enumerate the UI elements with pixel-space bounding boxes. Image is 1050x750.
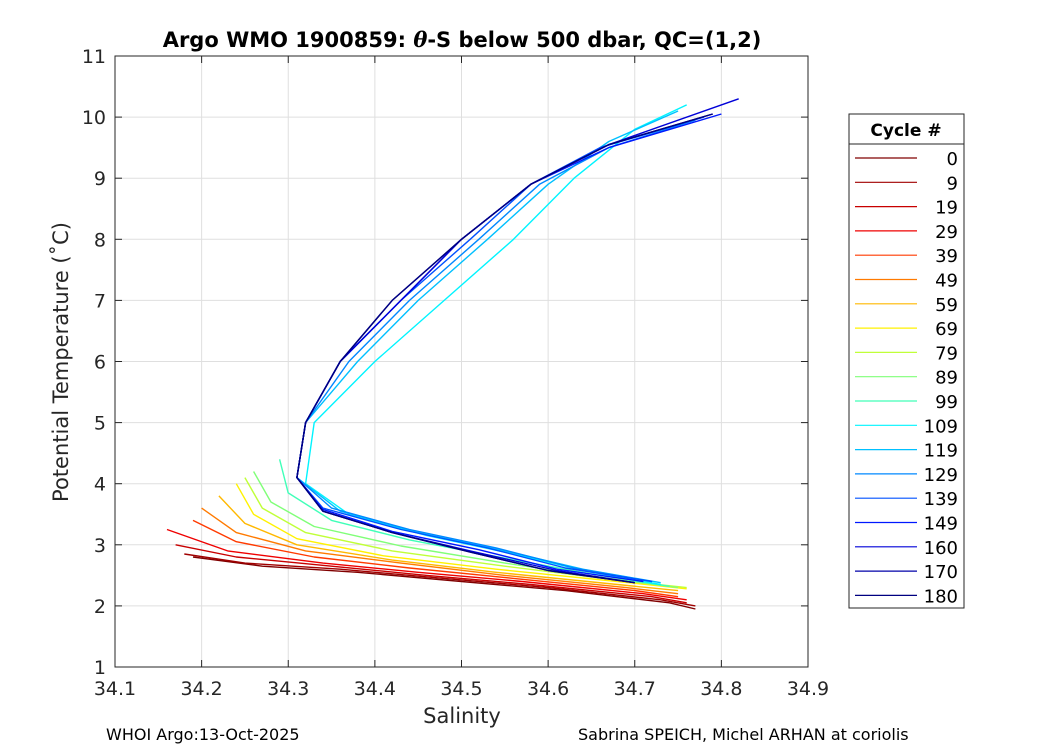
- legend-label: 49: [935, 271, 958, 292]
- legend-label: 29: [935, 222, 958, 243]
- series-line-cycle-49: [201, 507, 679, 595]
- y-tick-label: 2: [94, 596, 106, 618]
- grid: [114, 55, 809, 668]
- legend-title: Cycle #: [870, 121, 941, 141]
- footer-left: WHOI Argo:13-Oct-2025: [106, 725, 300, 744]
- legend-label: 39: [935, 246, 958, 267]
- tick-labels: 34.1 34.2 34.3 34.4 34.5 34.6 34.7 34.8 34.9 1 2 3 4…: [82, 46, 829, 700]
- series-line-cycle-160: [296, 98, 739, 584]
- series-line-cycle-19: [175, 544, 687, 604]
- series-layer: [166, 98, 739, 610]
- legend-box: [848, 113, 965, 609]
- legend-label: 0: [947, 149, 958, 170]
- legend-label: 170: [924, 562, 958, 583]
- series-line-cycle-109: [304, 104, 687, 586]
- series-line-cycle-59: [218, 495, 679, 592]
- legend-label: 19: [935, 198, 958, 219]
- ticks: [114, 55, 809, 668]
- x-tick-label: 34.4: [354, 678, 396, 700]
- footer-right: Sabrina SPEICH, Michel ARHAN at coriolis: [578, 725, 909, 744]
- y-tick-label: 1: [94, 657, 106, 679]
- series-line-cycle-170: [296, 113, 713, 584]
- series-line-cycle-0: [192, 556, 696, 610]
- legend-label: 9: [947, 173, 958, 194]
- series-line-cycle-39: [192, 519, 679, 598]
- y-tick-label: 4: [94, 474, 106, 496]
- y-tick-label: 6: [94, 352, 106, 374]
- legend-label: 180: [924, 586, 958, 607]
- x-tick-label: 34.3: [267, 678, 309, 700]
- series-line-cycle-180: [296, 113, 713, 584]
- legend-label: 79: [935, 343, 958, 364]
- legend-entries: 0 9 19 29 39 49 59 69 79 89 99 109 119 129 139 149 160 17…: [855, 149, 958, 607]
- series-line-cycle-149: [296, 113, 722, 583]
- y-tick-label: 3: [94, 535, 106, 557]
- legend: Cycle # 0 9 19 29 39 49 59 69 79 89 99 109 119 129 139…: [848, 113, 965, 609]
- y-tick-label: 7: [94, 290, 106, 312]
- x-tick-label: 34.7: [614, 678, 656, 700]
- legend-label: 59: [935, 295, 958, 316]
- y-tick-label: 10: [82, 107, 106, 129]
- legend-label: 69: [935, 319, 958, 340]
- legend-label: 109: [924, 416, 958, 437]
- series-line-cycle-129: [296, 119, 696, 583]
- legend-label: 129: [924, 465, 958, 486]
- y-tick-label: 11: [82, 46, 106, 68]
- series-line-cycle-69: [235, 483, 687, 590]
- legend-label: 149: [924, 514, 958, 535]
- legend-label: 139: [924, 489, 958, 510]
- legend-label: 119: [924, 441, 958, 462]
- series-line-cycle-139: [296, 116, 705, 583]
- x-tick-label: 34.9: [787, 678, 829, 700]
- y-tick-label: 9: [94, 168, 106, 190]
- legend-label: 160: [924, 538, 958, 559]
- x-tick-label: 34.1: [94, 678, 136, 700]
- y-tick-label: 5: [94, 413, 106, 435]
- x-tick-label: 34.5: [440, 678, 482, 700]
- y-tick-label: 8: [94, 229, 106, 251]
- x-tick-label: 34.6: [527, 678, 569, 700]
- x-tick-label: 34.8: [700, 678, 742, 700]
- x-tick-label: 34.2: [180, 678, 222, 700]
- chart-title: Argo WMO 1900859: θ-S below 500 dbar, QC…: [163, 27, 762, 52]
- series-line-cycle-29: [166, 528, 687, 601]
- legend-label: 99: [935, 392, 958, 413]
- x-axis-label: Salinity: [423, 704, 501, 728]
- series-line-cycle-9: [184, 553, 696, 607]
- legend-label: 89: [935, 368, 958, 389]
- y-axis-label: Potential Temperature (˚C): [49, 222, 73, 502]
